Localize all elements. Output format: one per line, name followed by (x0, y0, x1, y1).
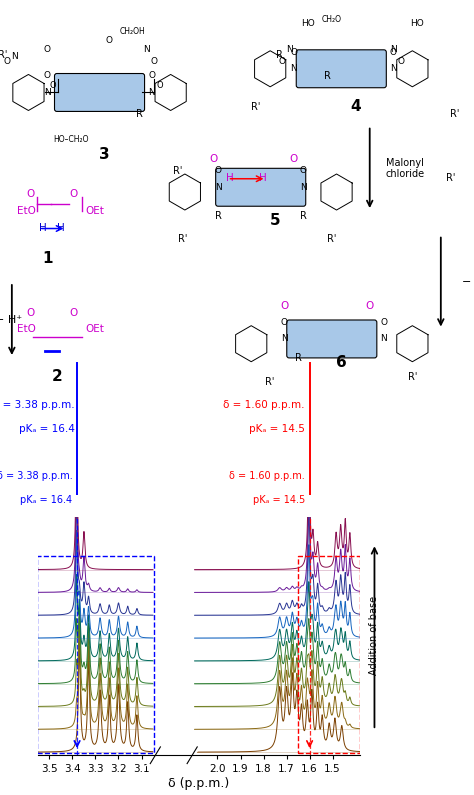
Text: pKₐ = 16.4: pKₐ = 16.4 (20, 494, 73, 505)
Text: R': R' (251, 102, 261, 111)
Text: R': R' (173, 165, 182, 176)
Text: O: O (44, 45, 51, 54)
FancyBboxPatch shape (216, 169, 306, 206)
X-axis label: δ (p.p.m.): δ (p.p.m.) (168, 777, 230, 790)
Text: R: R (295, 353, 302, 363)
Text: δ = 3.38 p.p.m.: δ = 3.38 p.p.m. (0, 471, 73, 481)
Text: O: O (280, 301, 289, 311)
Text: N: N (390, 64, 397, 73)
Text: 6: 6 (336, 355, 346, 370)
Text: R': R' (327, 235, 337, 244)
Text: O: O (279, 57, 285, 66)
Text: δ = 1.60 p.p.m.: δ = 1.60 p.p.m. (229, 471, 305, 481)
Text: R': R' (450, 109, 460, 118)
Text: O: O (215, 166, 221, 175)
Text: O: O (69, 189, 78, 200)
Text: N: N (148, 88, 155, 97)
Text: O: O (27, 308, 35, 318)
Text: O: O (290, 154, 298, 164)
Text: δ = 1.60 p.p.m.: δ = 1.60 p.p.m. (223, 401, 305, 410)
Text: HO: HO (301, 19, 315, 29)
Text: HO–CH₂O: HO–CH₂O (54, 135, 89, 145)
Text: O: O (44, 72, 51, 80)
Text: 2: 2 (52, 370, 62, 384)
Text: O: O (291, 48, 297, 56)
Text: OEt: OEt (85, 324, 104, 335)
Text: R: R (276, 49, 283, 60)
Text: H: H (226, 173, 234, 183)
Text: − H⁺: − H⁺ (462, 277, 474, 287)
Text: R': R' (265, 377, 275, 386)
Text: 5: 5 (270, 213, 280, 228)
Text: δ = 3.38 p.p.m.: δ = 3.38 p.p.m. (0, 401, 75, 410)
Text: N: N (300, 183, 307, 192)
Text: O: O (157, 81, 164, 90)
Text: OEt: OEt (85, 206, 104, 216)
Text: R': R' (178, 235, 187, 244)
Text: R': R' (446, 173, 455, 183)
Text: Addition of base: Addition of base (369, 596, 380, 675)
Text: O: O (148, 72, 155, 80)
Text: EtO: EtO (17, 206, 36, 216)
Text: N: N (44, 88, 51, 97)
Text: N: N (144, 45, 150, 54)
Text: − H⁺: − H⁺ (0, 315, 22, 325)
Text: O: O (69, 308, 78, 318)
Text: O: O (106, 36, 112, 45)
Text: N: N (291, 64, 297, 73)
Text: 1: 1 (42, 251, 53, 266)
Text: H: H (259, 173, 267, 183)
Text: H: H (39, 223, 46, 233)
Text: O: O (397, 57, 404, 66)
Text: N: N (286, 45, 292, 54)
Text: CH₂O: CH₂O (322, 14, 342, 24)
Text: O: O (151, 57, 157, 66)
Text: H: H (57, 223, 64, 233)
Text: R': R' (0, 49, 7, 60)
Bar (37, 556, 154, 754)
Text: O: O (390, 48, 397, 56)
Text: O: O (365, 301, 374, 311)
Text: R: R (324, 71, 330, 81)
FancyBboxPatch shape (287, 320, 377, 358)
Text: O: O (381, 318, 387, 327)
Text: N: N (11, 52, 18, 61)
Text: O: O (27, 189, 35, 200)
Text: HO: HO (410, 19, 424, 29)
Text: N: N (281, 335, 288, 343)
Text: R: R (300, 211, 307, 221)
Text: O: O (281, 318, 288, 327)
Text: 3: 3 (99, 146, 109, 161)
Text: O: O (50, 81, 56, 90)
Text: pKₐ = 14.5: pKₐ = 14.5 (249, 424, 305, 434)
Text: R: R (137, 109, 143, 118)
Text: R': R' (408, 372, 417, 382)
Text: N: N (215, 183, 221, 192)
Text: CH₂OH: CH₂OH (120, 27, 146, 37)
Bar (298, 556, 360, 754)
FancyBboxPatch shape (296, 50, 386, 87)
Text: pKₐ = 14.5: pKₐ = 14.5 (253, 494, 305, 505)
Text: O: O (4, 57, 10, 66)
Text: Malonyl
chloride: Malonyl chloride (386, 157, 425, 179)
Text: EtO: EtO (17, 324, 36, 335)
Text: O: O (300, 166, 307, 175)
Text: R: R (215, 211, 221, 221)
Text: pKₐ = 16.4: pKₐ = 16.4 (19, 424, 75, 434)
Text: 4: 4 (350, 99, 361, 114)
Text: N: N (390, 45, 397, 54)
FancyBboxPatch shape (55, 73, 145, 111)
Text: O: O (209, 154, 218, 164)
Text: N: N (381, 335, 387, 343)
